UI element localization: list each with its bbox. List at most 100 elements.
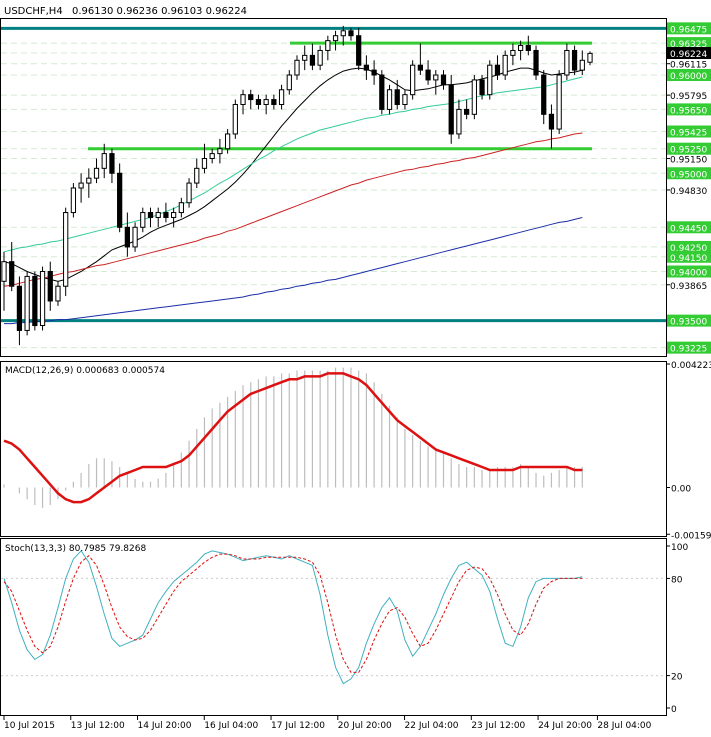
candle-bullish — [295, 60, 299, 75]
candle-bullish — [588, 53, 592, 62]
candle-bullish — [156, 213, 160, 218]
candle-bullish — [511, 50, 515, 55]
candle-bullish — [40, 271, 44, 325]
candle-bullish — [472, 80, 476, 114]
level-price-label: 0.94450 — [670, 224, 707, 234]
candle-bullish — [503, 55, 507, 75]
candle-bullish — [195, 168, 199, 183]
time-tick-label: 23 Jul 12:00 — [471, 721, 525, 731]
candle-bullish — [210, 154, 214, 159]
stoch-tick-label: 100 — [671, 543, 688, 553]
candle-bullish — [318, 50, 322, 65]
candle-bullish — [457, 109, 461, 134]
time-tick-label: 13 Jul 12:00 — [71, 721, 125, 731]
price-tick-label: 0.95150 — [670, 156, 707, 166]
level-price-label: 0.94150 — [670, 254, 707, 264]
candle-bullish — [518, 46, 522, 51]
candle-bearish — [526, 46, 530, 51]
candle-bullish — [557, 75, 561, 129]
candle-bearish — [33, 276, 37, 325]
time-tick-label: 22 Jul 04:00 — [405, 721, 459, 731]
level-price-label: 0.96000 — [670, 72, 707, 82]
stoch-tick-label: 0 — [671, 705, 677, 715]
price-tick-label: 0.93865 — [670, 282, 707, 292]
stoch-tick-label: 80 — [671, 575, 683, 585]
candle-bullish — [172, 213, 176, 218]
candle-bearish — [449, 85, 453, 134]
level-price-label: 0.96475 — [670, 25, 707, 35]
candle-bullish — [179, 203, 183, 213]
candle-bullish — [64, 213, 68, 287]
candle-bearish — [48, 271, 52, 300]
candle-bullish — [133, 227, 137, 247]
candle-bullish — [264, 100, 268, 105]
candle-bullish — [102, 154, 106, 169]
candle-bearish — [272, 100, 276, 105]
candle-bearish — [357, 36, 361, 65]
candle-bullish — [187, 183, 191, 203]
candle-bearish — [372, 70, 376, 75]
candle-bearish — [441, 75, 445, 85]
level-price-label: 0.95250 — [670, 146, 707, 156]
candle-bullish — [279, 90, 283, 105]
time-tick-label: 20 Jul 20:00 — [338, 721, 392, 731]
candle-bullish — [287, 75, 291, 90]
candle-bullish — [225, 134, 229, 149]
candle-bullish — [141, 213, 145, 228]
level-price-label: 0.95650 — [670, 106, 707, 116]
candle-bullish — [79, 183, 83, 188]
candle-bearish — [310, 55, 314, 65]
candle-bearish — [148, 213, 152, 218]
candle-bearish — [418, 65, 422, 70]
candle-bullish — [233, 104, 237, 133]
time-tick-label: 17 Jul 12:00 — [271, 721, 325, 731]
price-tick-label: 0.94830 — [670, 187, 707, 197]
candle-bullish — [580, 60, 584, 70]
time-tick-label: 10 Jul 2015 — [4, 721, 55, 731]
candle-bearish — [534, 50, 538, 75]
candle-bearish — [495, 65, 499, 75]
candle-bullish — [341, 31, 345, 36]
candle-bearish — [118, 173, 122, 227]
candle-bullish — [333, 36, 337, 41]
candle-bullish — [565, 50, 569, 75]
current-price-label: 0.96224 — [670, 50, 707, 60]
candle-bullish — [241, 95, 245, 105]
macd-tick-label: 0.004223 — [671, 361, 711, 371]
candle-bullish — [488, 65, 492, 94]
candle-bearish — [110, 154, 114, 174]
candle-bullish — [87, 178, 91, 183]
candle-bearish — [364, 65, 368, 70]
candle-bearish — [395, 90, 399, 105]
candle-bullish — [71, 188, 75, 213]
candle-bullish — [94, 168, 98, 178]
candle-bullish — [326, 41, 330, 51]
candle-bearish — [380, 75, 384, 109]
candle-bullish — [434, 75, 438, 80]
time-tick-label: 14 Jul 20:00 — [138, 721, 192, 731]
candle-bullish — [387, 90, 391, 110]
candle-bullish — [218, 149, 222, 154]
candle-bullish — [303, 55, 307, 60]
level-price-label: 0.93225 — [670, 345, 707, 355]
candle-bullish — [411, 65, 415, 94]
candle-bearish — [249, 95, 253, 100]
macd-tick-label: -0.001599 — [671, 531, 711, 541]
stoch-tick-label: 20 — [671, 673, 683, 683]
macd-title: MACD(12,26,9) 0.000683 0.000574 — [5, 366, 165, 376]
candle-bullish — [403, 95, 407, 105]
candle-bullish — [25, 276, 29, 330]
candle-bearish — [542, 75, 546, 114]
level-price-label: 0.93500 — [670, 318, 707, 328]
level-price-label: 0.95425 — [670, 129, 707, 139]
level-price-label: 0.95000 — [670, 170, 707, 180]
candle-bearish — [10, 262, 14, 287]
candle-bullish — [202, 159, 206, 169]
price-tick-label: 0.95795 — [670, 92, 707, 102]
level-price-label: 0.94000 — [670, 268, 707, 278]
candle-bearish — [549, 114, 553, 129]
candle-bullish — [2, 262, 6, 282]
candle-bearish — [349, 31, 353, 36]
